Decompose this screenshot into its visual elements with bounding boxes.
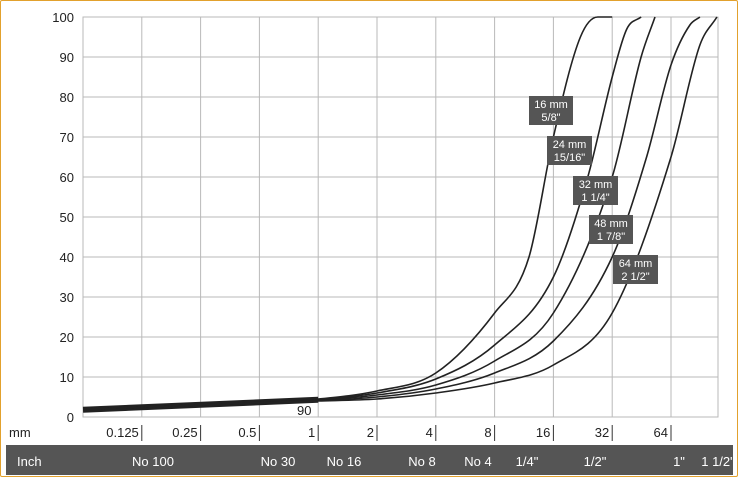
series-label: 16 mm (534, 99, 568, 111)
y-tick-label: 100 (52, 10, 74, 25)
series-label-box (573, 176, 618, 205)
y-tick-label: 70 (60, 130, 74, 145)
series-label-box (529, 96, 573, 125)
series-label: 24 mm (553, 139, 587, 151)
series-label-inch: 1 1/4" (581, 192, 609, 204)
series-label-box (613, 255, 658, 284)
inch-bar-title: Inch (17, 454, 42, 469)
inch-label: No 100 (132, 454, 174, 469)
y-tick-label: 80 (60, 90, 74, 105)
series-label-box (547, 136, 592, 165)
y-tick-label: 10 (60, 370, 74, 385)
inch-label: No 16 (327, 454, 362, 469)
series-label-inch: 1 7/8" (597, 231, 625, 243)
y-tick-label: 30 (60, 290, 74, 305)
x-tick-label: 64 (654, 425, 668, 440)
inch-label: 1/2" (584, 454, 607, 469)
x-tick-label: 32 (595, 425, 609, 440)
y-tick-label: 0 (67, 410, 74, 425)
x-tick-label: 0.25 (172, 425, 197, 440)
inch-bar (6, 445, 733, 475)
annotation-label: 90 (297, 403, 311, 418)
x-tick-label: 2 (367, 425, 374, 440)
x-tick-label: 8 (484, 425, 491, 440)
series-label: 32 mm (579, 179, 613, 191)
series-label-inch: 5/8" (541, 112, 560, 124)
inch-label: 1/4" (516, 454, 539, 469)
y-tick-label: 20 (60, 330, 74, 345)
series-label: 48 mm (594, 218, 628, 230)
x-tick-label: 4 (426, 425, 433, 440)
y-tick-label: 50 (60, 210, 74, 225)
x-tick-label: 0.5 (238, 425, 256, 440)
series-label-inch: 15/16" (554, 152, 586, 164)
inch-label: No 4 (464, 454, 491, 469)
series-label: 64 mm (619, 258, 653, 270)
series-label-box (589, 215, 633, 244)
inch-label: 1 1/2" (701, 454, 735, 469)
series-label-inch: 2 1/2" (621, 271, 649, 283)
y-tick-label: 40 (60, 250, 74, 265)
x-tick-label: 16 (536, 425, 550, 440)
curve-64-mm (82, 16, 718, 410)
y-tick-label: 90 (60, 50, 74, 65)
inch-label: 1" (673, 454, 685, 469)
y-tick-label: 60 (60, 170, 74, 185)
x-axis-label: mm (9, 425, 31, 440)
inch-label: No 30 (261, 454, 296, 469)
inch-label: No 8 (408, 454, 435, 469)
x-tick-label: 1 (308, 425, 315, 440)
x-tick-label: 0.125 (106, 425, 139, 440)
